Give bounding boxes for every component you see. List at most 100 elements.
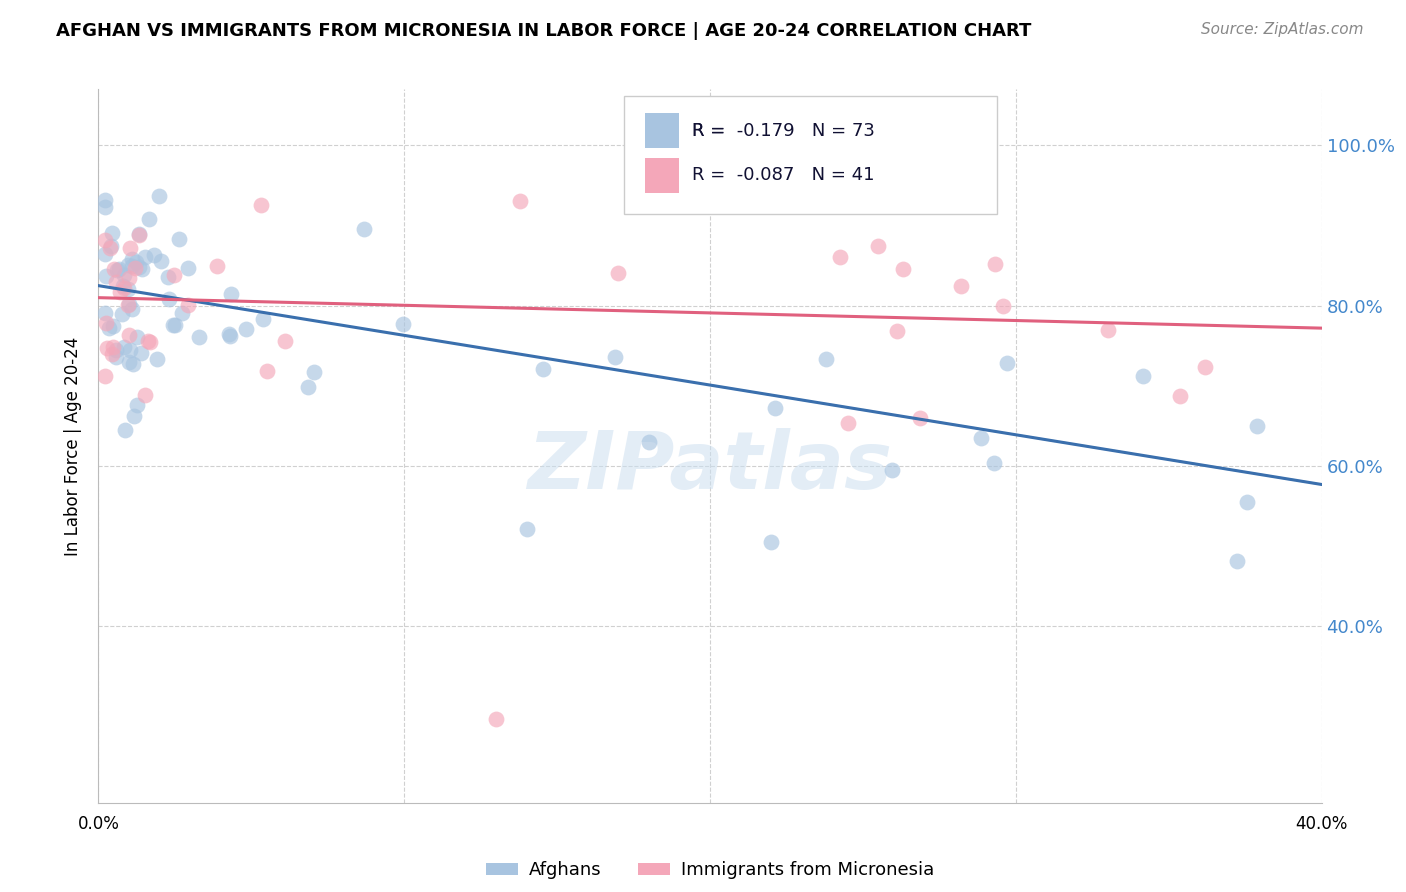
Point	[1097, 323, 1119, 337]
Point	[250, 198, 273, 212]
Bar	[645, 113, 679, 148]
Point	[103, 261, 125, 276]
Point	[995, 355, 1018, 369]
Point	[353, 222, 375, 236]
Point	[94, 316, 117, 330]
Point	[117, 298, 139, 312]
Point	[100, 239, 122, 253]
Point	[1194, 360, 1216, 375]
Point	[868, 238, 890, 252]
Point	[252, 311, 274, 326]
Point	[1246, 418, 1268, 433]
Point	[122, 357, 145, 371]
Point	[235, 322, 257, 336]
Text: AFGHAN VS IMMIGRANTS FROM MICRONESIA IN LABOR FORCE | AGE 20-24 CORRELATION CHAR: AFGHAN VS IMMIGRANTS FROM MICRONESIA IN …	[56, 22, 1032, 40]
Point	[131, 262, 153, 277]
Point	[101, 319, 124, 334]
Point	[117, 327, 139, 342]
Point	[970, 432, 993, 446]
Point	[136, 334, 159, 349]
Point	[93, 306, 115, 320]
Point	[125, 398, 148, 412]
Text: 40.0%: 40.0%	[1295, 814, 1348, 833]
Point	[128, 227, 150, 242]
Point	[297, 380, 319, 394]
Point	[134, 388, 156, 402]
Point	[1226, 554, 1249, 568]
Point	[991, 299, 1014, 313]
Point	[984, 257, 1007, 271]
Point	[108, 262, 131, 277]
Point	[142, 248, 165, 262]
Point	[122, 409, 145, 424]
Point	[117, 258, 139, 272]
Text: R =  -0.087   N = 41: R = -0.087 N = 41	[692, 166, 875, 184]
Point	[607, 266, 630, 280]
Point	[882, 463, 904, 477]
Point	[219, 286, 242, 301]
Point	[93, 247, 115, 261]
Point	[112, 341, 135, 355]
Y-axis label: In Labor Force | Age 20-24: In Labor Force | Age 20-24	[65, 336, 83, 556]
Point	[516, 522, 538, 536]
Point	[120, 343, 142, 357]
Point	[105, 263, 128, 277]
Point	[219, 328, 242, 343]
Point	[837, 417, 859, 431]
Point	[125, 329, 148, 343]
Point	[163, 318, 186, 332]
Point	[98, 241, 121, 255]
Text: R =  -0.179   N = 73: R = -0.179 N = 73	[692, 121, 875, 139]
Point	[117, 297, 139, 311]
Point	[302, 365, 325, 379]
Point	[162, 318, 184, 333]
Point	[134, 250, 156, 264]
Point	[983, 456, 1005, 470]
Point	[121, 259, 143, 273]
Point	[108, 285, 131, 300]
Text: R =: R =	[692, 121, 731, 139]
Point	[96, 341, 118, 355]
Point	[100, 227, 122, 241]
Point	[117, 281, 139, 295]
Point	[118, 355, 141, 369]
Point	[256, 364, 278, 378]
Point	[531, 362, 554, 376]
Point	[637, 435, 661, 450]
Point	[93, 368, 115, 383]
Point	[121, 252, 143, 267]
Point	[111, 307, 134, 321]
Point	[101, 340, 124, 354]
Point	[205, 259, 228, 273]
Point	[93, 233, 115, 247]
Point	[105, 343, 128, 357]
Bar	[645, 159, 679, 193]
Point	[763, 401, 786, 415]
Point	[391, 317, 413, 331]
Point	[98, 321, 121, 335]
Point	[950, 279, 973, 293]
Point	[112, 281, 135, 295]
Point	[114, 423, 136, 437]
Point	[187, 330, 209, 344]
Point	[218, 326, 240, 341]
Text: Source: ZipAtlas.com: Source: ZipAtlas.com	[1201, 22, 1364, 37]
Point	[828, 250, 851, 264]
Point	[759, 535, 782, 549]
Text: 0.0%: 0.0%	[77, 814, 120, 833]
Point	[124, 261, 146, 276]
Point	[118, 271, 141, 285]
FancyBboxPatch shape	[624, 96, 997, 214]
Point	[157, 293, 180, 307]
Point	[120, 241, 142, 255]
Point	[1236, 495, 1258, 509]
Point	[101, 347, 124, 361]
Legend: Afghans, Immigrants from Micronesia: Afghans, Immigrants from Micronesia	[478, 855, 942, 887]
Text: ZIPatlas: ZIPatlas	[527, 428, 893, 507]
Point	[814, 351, 837, 366]
Point	[1168, 389, 1191, 403]
Point	[485, 712, 508, 726]
Point	[177, 298, 200, 312]
Point	[139, 334, 162, 349]
Point	[167, 231, 190, 245]
